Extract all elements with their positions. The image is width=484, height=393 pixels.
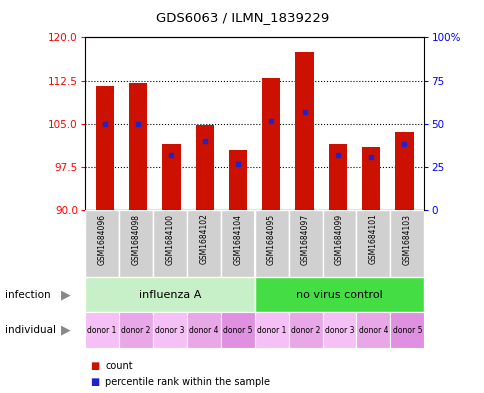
Bar [85, 277, 254, 312]
Bar [228, 150, 247, 210]
Bar [288, 210, 322, 277]
Text: GSM1684096: GSM1684096 [97, 214, 106, 265]
Text: influenza A: influenza A [138, 290, 200, 300]
Text: GSM1684100: GSM1684100 [165, 214, 174, 264]
Text: donor 3: donor 3 [324, 326, 353, 334]
Bar [356, 312, 390, 348]
Text: GSM1684102: GSM1684102 [199, 214, 208, 264]
Bar [162, 144, 180, 210]
Bar [328, 144, 346, 210]
Bar [390, 312, 424, 348]
Text: no virus control: no virus control [296, 290, 382, 300]
Text: GSM1684099: GSM1684099 [334, 214, 343, 265]
Bar [119, 210, 152, 277]
Bar [322, 312, 356, 348]
Bar [261, 78, 280, 210]
Text: donor 1: donor 1 [87, 326, 116, 334]
Text: percentile rank within the sample: percentile rank within the sample [105, 377, 270, 387]
Bar [356, 210, 390, 277]
Bar [295, 52, 313, 210]
Bar [85, 210, 119, 277]
Bar [220, 210, 254, 277]
Bar [152, 312, 186, 348]
Text: ▶: ▶ [60, 323, 70, 337]
Text: donor 5: donor 5 [223, 326, 252, 334]
Text: GSM1684098: GSM1684098 [131, 214, 140, 264]
Text: donor 2: donor 2 [290, 326, 319, 334]
Text: donor 4: donor 4 [358, 326, 387, 334]
Bar [220, 312, 254, 348]
Text: donor 1: donor 1 [257, 326, 286, 334]
Bar [254, 312, 288, 348]
Bar [288, 312, 322, 348]
Bar [152, 210, 186, 277]
Text: donor 5: donor 5 [392, 326, 421, 334]
Text: donor 2: donor 2 [121, 326, 150, 334]
Bar [186, 312, 220, 348]
Text: ■: ■ [90, 377, 99, 387]
Bar [254, 210, 288, 277]
Text: ▶: ▶ [60, 288, 70, 301]
Bar [322, 210, 356, 277]
Text: individual: individual [5, 325, 56, 335]
Bar [85, 312, 119, 348]
Bar [390, 210, 424, 277]
Bar [361, 147, 379, 210]
Text: infection: infection [5, 290, 50, 300]
Text: GSM1684103: GSM1684103 [402, 214, 411, 264]
Bar [95, 86, 114, 210]
Bar [195, 125, 213, 210]
Text: GDS6063 / ILMN_1839229: GDS6063 / ILMN_1839229 [155, 11, 329, 24]
Text: GSM1684095: GSM1684095 [267, 214, 275, 265]
Text: GSM1684104: GSM1684104 [233, 214, 242, 264]
Text: GSM1684097: GSM1684097 [301, 214, 309, 265]
Bar [394, 132, 413, 210]
Bar [129, 83, 147, 210]
Bar [186, 210, 220, 277]
Text: count: count [105, 361, 133, 371]
Text: GSM1684101: GSM1684101 [368, 214, 377, 264]
Text: donor 4: donor 4 [189, 326, 218, 334]
Text: donor 3: donor 3 [155, 326, 184, 334]
Text: ■: ■ [90, 361, 99, 371]
Bar [254, 277, 424, 312]
Bar [119, 312, 152, 348]
